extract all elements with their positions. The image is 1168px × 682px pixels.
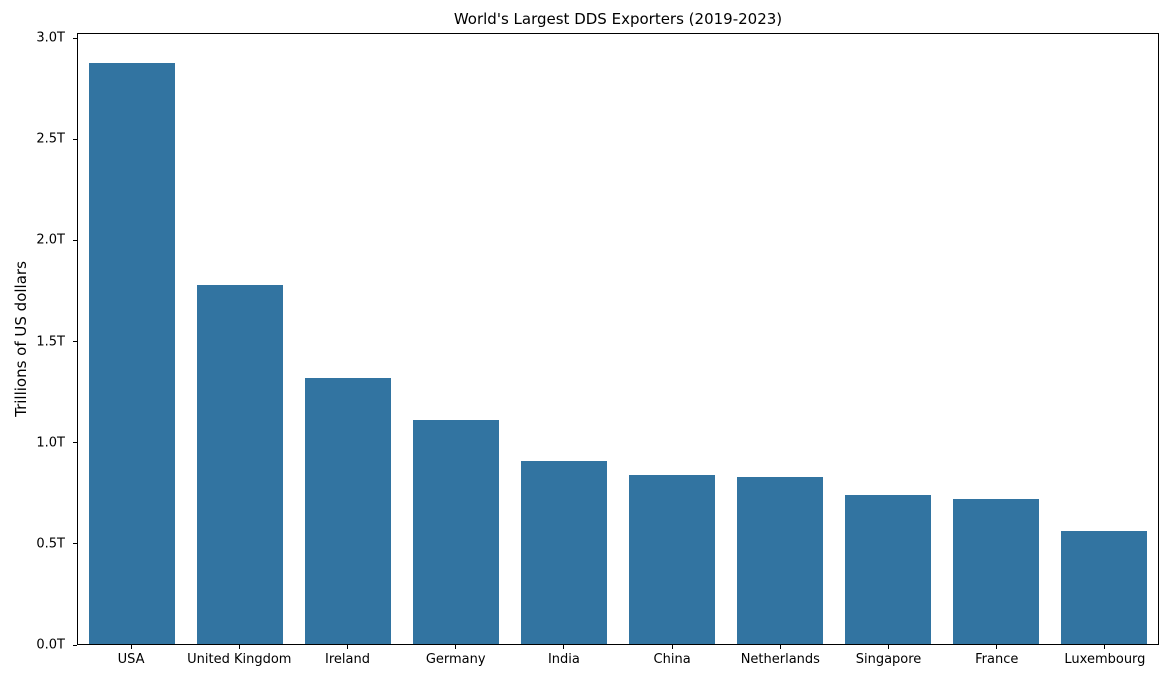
xtick-label-germany: Germany [425, 652, 486, 667]
xtick-germany: Germany [402, 645, 510, 681]
bar-slot-france [942, 34, 1050, 644]
xtick-label-luxembourg: Luxembourg [1064, 652, 1146, 667]
bar-singapore [844, 494, 932, 644]
y-axis: 0.0T 0.5T 1.0T 1.5T 2.0T 2.5T 3.0T [0, 30, 77, 653]
xtick-mark-germany [455, 645, 457, 649]
xtick-mark-ireland [347, 645, 348, 649]
ytick-mark-2.5T [73, 138, 77, 140]
ytick-mark-0.5T [73, 543, 77, 545]
ytick-mark-1.5T [73, 341, 77, 343]
xtick-china: China [618, 645, 726, 681]
xtick-luxembourg: Luxembourg [1051, 645, 1159, 681]
xtick-usa: USA [77, 645, 185, 681]
xtick-france: France [943, 645, 1051, 681]
bar-slot-ireland [294, 34, 402, 644]
bar-slot-india [510, 34, 618, 644]
xtick-label-united-kingdom: United Kingdom [187, 652, 292, 667]
xtick-mark-singapore [888, 645, 890, 649]
ytick-label-2.5T: 2.5T [36, 131, 65, 147]
xtick-label-india: India [547, 652, 580, 667]
ytick-label-0.5T: 0.5T [36, 536, 65, 552]
xtick-ireland: Ireland [293, 645, 401, 681]
plot-area [77, 33, 1159, 645]
bar-luxembourg [1060, 531, 1148, 644]
xtick-mark-luxembourg [1104, 645, 1106, 649]
bar-slot-usa [78, 34, 186, 644]
ytick-label-1.0T: 1.0T [36, 435, 65, 451]
bar-netherlands [736, 476, 824, 644]
xtick-mark-india [563, 645, 565, 649]
xtick-united-kingdom: United Kingdom [185, 645, 293, 681]
bar-slot-germany [402, 34, 510, 644]
bars-container [78, 34, 1158, 644]
xtick-mark-netherlands [779, 645, 781, 649]
bar-usa [88, 63, 176, 644]
bar-slot-china [618, 34, 726, 644]
bar-ireland [304, 377, 392, 644]
bar-france [952, 498, 1040, 644]
xtick-label-france: France [975, 652, 1019, 667]
bar-united-kingdom [196, 285, 284, 644]
bar-slot-singapore [834, 34, 942, 644]
bar-slot-united-kingdom [186, 34, 294, 644]
xtick-label-ireland: Ireland [325, 652, 370, 667]
bar-slot-netherlands [726, 34, 834, 644]
ytick-mark-1.0T [73, 442, 77, 444]
xtick-mark-usa [130, 645, 132, 649]
ytick-label-3.0T: 3.0T [36, 30, 65, 46]
bar-slot-luxembourg [1050, 34, 1158, 644]
xtick-mark-france [996, 645, 998, 649]
bar-germany [412, 420, 500, 644]
bar-india [520, 460, 608, 644]
ytick-label-2.0T: 2.0T [36, 232, 65, 248]
xtick-singapore: Singapore [834, 645, 942, 681]
xtick-label-china: China [653, 652, 691, 667]
xtick-mark-united-kingdom [238, 645, 240, 649]
xtick-label-netherlands: Netherlands [740, 652, 820, 667]
ytick-label-0.0T: 0.0T [36, 637, 65, 653]
xtick-label-usa: USA [117, 652, 145, 667]
bar-china [628, 474, 716, 644]
chart-title: World's Largest DDS Exporters (2019-2023… [453, 10, 783, 28]
xtick-netherlands: Netherlands [726, 645, 834, 681]
ytick-label-1.5T: 1.5T [36, 334, 65, 350]
xtick-label-singapore: Singapore [855, 652, 922, 667]
ytick-mark-3.0T [73, 37, 77, 39]
xtick-india: India [510, 645, 618, 681]
ytick-mark-0.0T [73, 644, 77, 646]
ytick-mark-2.0T [73, 239, 77, 241]
x-axis: USA United Kingdom Ireland Germany India Chin… [77, 645, 1159, 681]
xtick-mark-china [671, 645, 673, 649]
